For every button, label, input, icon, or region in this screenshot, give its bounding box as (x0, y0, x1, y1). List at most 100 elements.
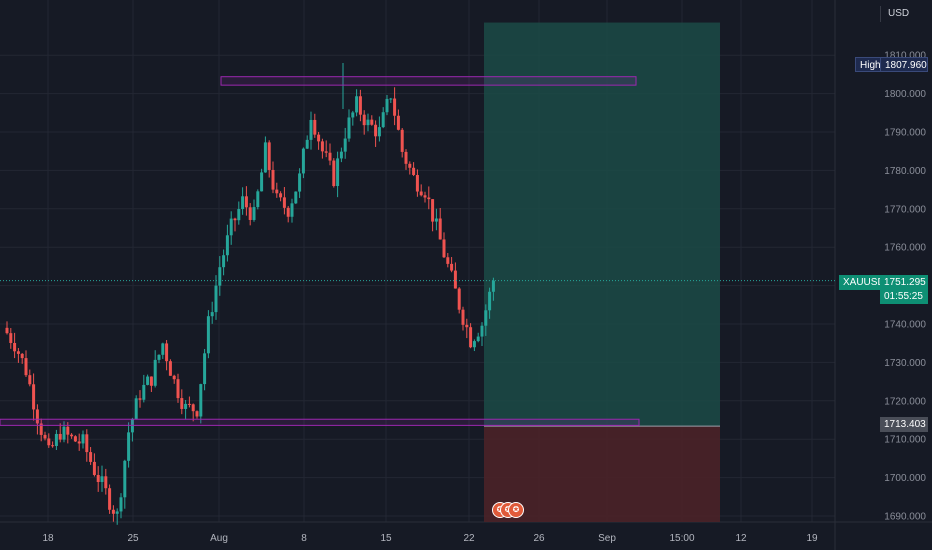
countdown-tag: 01:55:25 (880, 289, 928, 304)
candle-body (81, 434, 85, 444)
candle-body (404, 151, 408, 164)
candle-body (332, 160, 336, 187)
candle-body (366, 119, 370, 126)
candle-body (229, 218, 233, 236)
price-tick-label: 1800.000 (884, 89, 926, 100)
candle-body (168, 361, 172, 376)
candle-body (43, 434, 47, 439)
candle-body (16, 351, 20, 354)
candle-body (431, 199, 435, 222)
price-tick-label: 1710.000 (884, 435, 926, 446)
candle-body (370, 119, 374, 125)
candle-body (244, 196, 248, 208)
currency-divider (880, 6, 881, 22)
candle-body (446, 257, 450, 264)
us-flag-icon[interactable]: ✪ (508, 502, 524, 518)
time-tick-label: 15 (380, 533, 392, 544)
candle-body (111, 509, 115, 514)
time-tick-label: 26 (533, 533, 545, 544)
candle-body (28, 375, 32, 385)
candle-body (355, 96, 359, 113)
candle-body (419, 191, 423, 196)
candle-body (62, 426, 66, 440)
candle-body (142, 384, 146, 400)
time-tick-label: 15:00 (669, 533, 694, 544)
price-tick-label: 1760.000 (884, 243, 926, 254)
candle-body (374, 124, 378, 137)
time-tick-label: Sep (598, 533, 616, 544)
price-tick-label: 1780.000 (884, 166, 926, 177)
price-axis: 1690.000 1700.000 1710.000 1720.000 1730.000… (884, 51, 926, 523)
time-tick-label: 8 (301, 533, 307, 544)
candle-body (317, 134, 321, 142)
candle-body (138, 398, 142, 400)
candle-body (438, 218, 442, 240)
price-tick-label: 1810.000 (884, 51, 926, 62)
candle-body (119, 497, 123, 512)
candle-body (484, 310, 488, 326)
candle-body (279, 193, 283, 198)
candle-body (377, 127, 381, 137)
candle-body (70, 434, 74, 437)
candle-body (362, 114, 366, 126)
candle-body (351, 112, 355, 118)
candle-body (66, 426, 70, 435)
candle-body (248, 207, 252, 220)
candle-body (241, 196, 245, 210)
candle-body (195, 411, 199, 417)
candle-body (108, 488, 112, 510)
candle-body (85, 434, 89, 453)
candle-body (320, 141, 324, 152)
candle-body (476, 336, 480, 342)
candle-body (180, 398, 184, 409)
time-tick-label: 25 (127, 533, 139, 544)
candle-body (104, 476, 108, 489)
candle-body (100, 476, 104, 483)
candle-body (389, 98, 393, 100)
candle-body (184, 403, 188, 409)
candle-body (191, 404, 195, 412)
candle-body (275, 189, 279, 194)
candle-body (92, 461, 96, 475)
candle-body (176, 379, 180, 399)
candle-body (96, 474, 100, 483)
economic-events[interactable]: ✪ ✪ ✪ (492, 502, 532, 520)
candle-body (298, 173, 302, 192)
candle-body (237, 209, 241, 221)
candle-body (434, 218, 438, 222)
candle-body (472, 341, 476, 348)
candle-body (134, 398, 138, 420)
candle-body (157, 354, 161, 360)
candle-body (336, 158, 340, 187)
candle-body (252, 207, 256, 220)
candle-body (149, 376, 153, 386)
entry-price-tag: 1713.403 (880, 417, 928, 432)
candle-body (39, 423, 43, 435)
candle-body (328, 152, 332, 161)
candle-body (146, 376, 150, 385)
candle-body (214, 285, 218, 313)
candle-body (271, 169, 275, 190)
price-tick-label: 1720.000 (884, 396, 926, 407)
currency-label[interactable]: USD (888, 8, 910, 19)
time-tick-label: 22 (463, 533, 475, 544)
candle-body (225, 235, 229, 256)
price-tick-label: 1690.000 (884, 512, 926, 523)
candle-body (339, 151, 343, 159)
candle-body (301, 148, 305, 174)
candle-body (412, 167, 416, 175)
candle-body (73, 436, 77, 442)
high-price-tag: 1807.960 (880, 57, 928, 72)
candle-body (165, 343, 169, 362)
candle-body (290, 203, 294, 217)
candle-body (282, 197, 286, 208)
candle-body (123, 460, 127, 498)
candle-body (385, 98, 389, 113)
candle-body (233, 218, 237, 221)
candle-body (9, 333, 13, 343)
candle-body (263, 142, 267, 173)
candle-body (347, 117, 351, 139)
candle-body (24, 358, 28, 376)
